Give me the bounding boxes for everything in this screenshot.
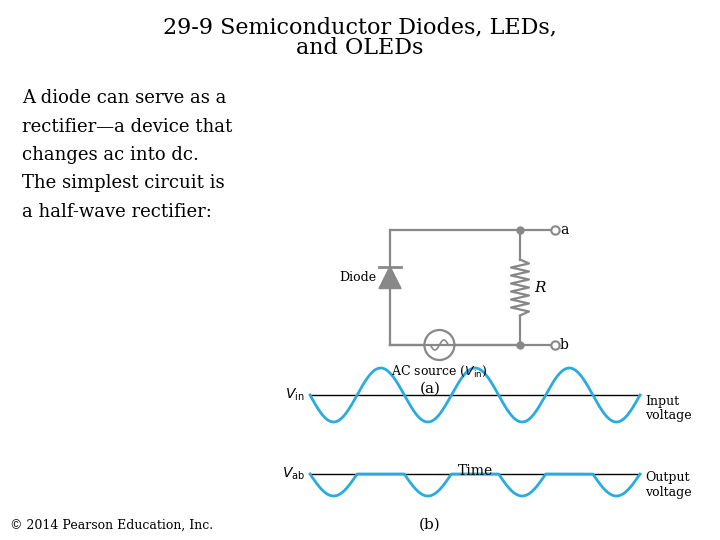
Text: (b): (b) xyxy=(419,518,441,532)
Text: and OLEDs: and OLEDs xyxy=(297,37,423,59)
Text: AC source ($V_{\mathrm{in}}$): AC source ($V_{\mathrm{in}}$) xyxy=(391,364,487,379)
Text: $V_{\mathrm{in}}$: $V_{\mathrm{in}}$ xyxy=(285,387,305,403)
Text: R: R xyxy=(534,280,546,294)
Text: Time: Time xyxy=(457,464,492,478)
Text: Input
voltage: Input voltage xyxy=(645,395,692,422)
Polygon shape xyxy=(379,267,401,288)
Text: 29-9 Semiconductor Diodes, LEDs,: 29-9 Semiconductor Diodes, LEDs, xyxy=(163,16,557,38)
Text: a: a xyxy=(560,223,568,237)
Text: Diode: Diode xyxy=(339,271,376,284)
Text: A diode can serve as a
rectifier—a device that
changes ac into dc.
The simplest : A diode can serve as a rectifier—a devic… xyxy=(22,89,233,221)
Text: b: b xyxy=(560,338,569,352)
Text: (a): (a) xyxy=(420,382,441,396)
Text: $V_{\mathrm{ab}}$: $V_{\mathrm{ab}}$ xyxy=(282,466,305,482)
Text: © 2014 Pearson Education, Inc.: © 2014 Pearson Education, Inc. xyxy=(10,519,213,532)
Text: Output
voltage: Output voltage xyxy=(645,471,692,499)
